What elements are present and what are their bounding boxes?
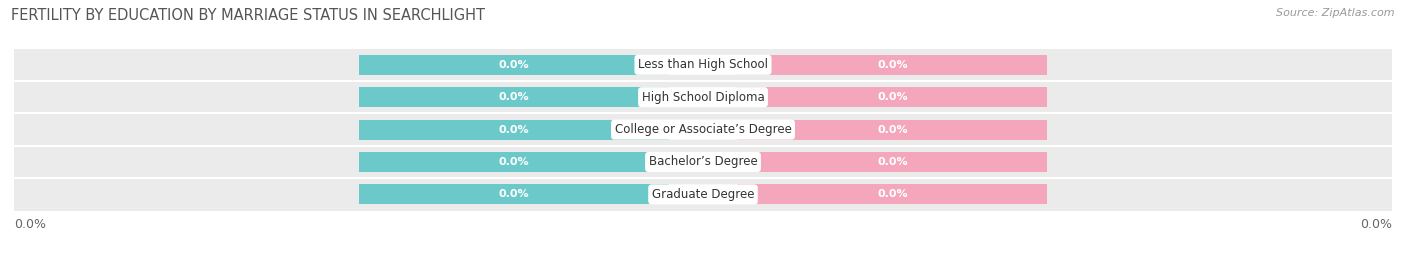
- Bar: [738, 87, 1047, 107]
- Text: FERTILITY BY EDUCATION BY MARRIAGE STATUS IN SEARCHLIGHT: FERTILITY BY EDUCATION BY MARRIAGE STATU…: [11, 8, 485, 23]
- Bar: [738, 120, 1047, 140]
- Text: 0.0%: 0.0%: [498, 189, 529, 200]
- Text: 0.0%: 0.0%: [877, 92, 908, 102]
- Bar: [14, 49, 1392, 81]
- Text: 0.0%: 0.0%: [14, 218, 46, 231]
- Bar: [14, 113, 1392, 146]
- Bar: [359, 152, 669, 172]
- Bar: [359, 87, 669, 107]
- Bar: [359, 120, 669, 140]
- Text: Less than High School: Less than High School: [638, 58, 768, 71]
- Text: 0.0%: 0.0%: [498, 92, 529, 102]
- Text: 0.0%: 0.0%: [498, 157, 529, 167]
- Text: College or Associate’s Degree: College or Associate’s Degree: [614, 123, 792, 136]
- Bar: [738, 55, 1047, 75]
- Text: High School Diploma: High School Diploma: [641, 91, 765, 104]
- Text: Graduate Degree: Graduate Degree: [652, 188, 754, 201]
- Text: 0.0%: 0.0%: [498, 60, 529, 70]
- Text: 0.0%: 0.0%: [877, 189, 908, 200]
- Text: 0.0%: 0.0%: [1360, 218, 1392, 231]
- Text: Source: ZipAtlas.com: Source: ZipAtlas.com: [1277, 8, 1395, 18]
- Bar: [14, 81, 1392, 113]
- Bar: [359, 184, 669, 204]
- Bar: [738, 152, 1047, 172]
- Bar: [14, 178, 1392, 211]
- Bar: [359, 55, 669, 75]
- Text: Bachelor’s Degree: Bachelor’s Degree: [648, 156, 758, 168]
- Bar: [738, 184, 1047, 204]
- Bar: [14, 146, 1392, 178]
- Text: 0.0%: 0.0%: [877, 124, 908, 135]
- Text: 0.0%: 0.0%: [877, 60, 908, 70]
- Text: 0.0%: 0.0%: [877, 157, 908, 167]
- Text: 0.0%: 0.0%: [498, 124, 529, 135]
